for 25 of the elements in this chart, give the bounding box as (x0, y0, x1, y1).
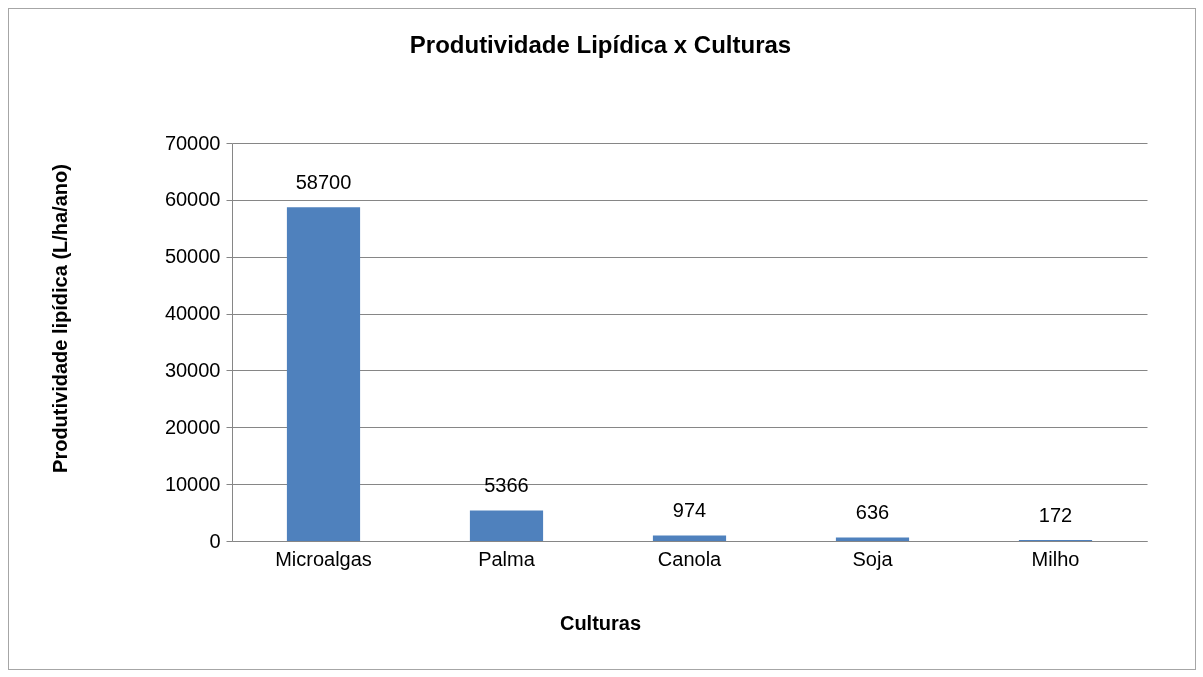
chart-title: Produtividade Lipídica x Culturas (409, 31, 792, 58)
data-label: 974 (672, 499, 707, 522)
data-label: 636 (855, 501, 890, 524)
y-tick-label: 40000 (164, 302, 221, 325)
y-tick-label: 10000 (164, 472, 221, 495)
y-tick-label: 20000 (164, 415, 221, 438)
x-tick-label: Milho (1031, 547, 1080, 570)
bar (469, 510, 544, 541)
y-axis-title: Produtividade lipídica (L/ha/ano) (48, 164, 71, 473)
data-label: 58700 (295, 171, 352, 194)
bar (835, 537, 910, 541)
x-tick-label: Canola (657, 547, 723, 570)
y-tick-label: 50000 (164, 245, 221, 268)
data-label: 5366 (484, 474, 529, 497)
y-tick-label: 60000 (164, 188, 221, 211)
y-tick-label: 70000 (164, 131, 221, 154)
y-tick-label: 0 (209, 529, 221, 552)
x-axis-title: Culturas (559, 611, 642, 634)
x-tick-label: Soja (852, 547, 894, 570)
bar (652, 535, 727, 541)
data-label: 172 (1038, 504, 1073, 527)
y-tick-label: 30000 (164, 358, 221, 381)
x-tick-label: Palma (478, 547, 536, 570)
x-tick-label: Microalgas (275, 547, 372, 570)
bar (286, 207, 361, 541)
